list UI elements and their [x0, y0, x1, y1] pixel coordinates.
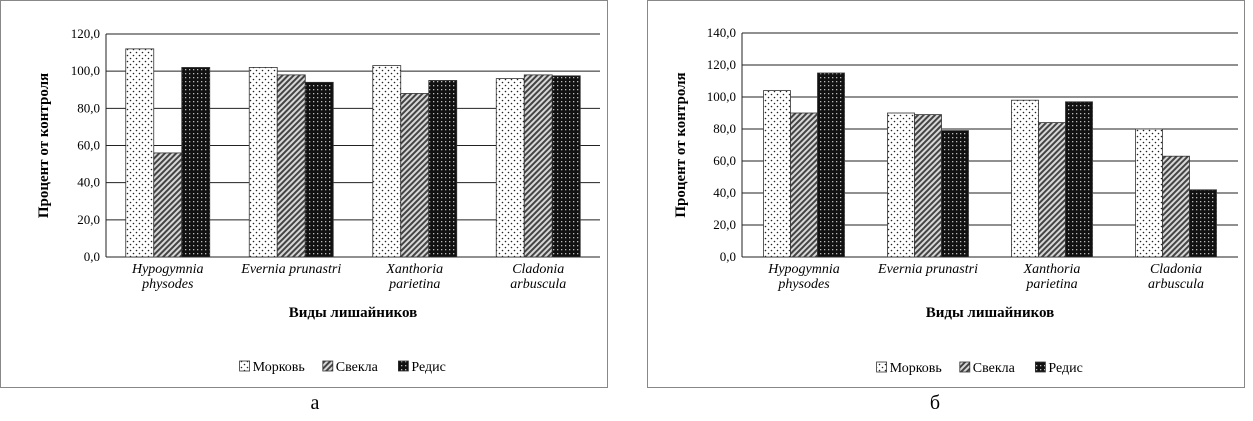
bar-Редис: [551, 75, 581, 258]
bar-Редис: [1189, 189, 1217, 258]
legend-swatch-Морковь: [239, 360, 251, 372]
y-tick-label: 100,0: [71, 63, 100, 78]
bar-Морковь: [763, 90, 791, 258]
y-tick-label: 60,0: [713, 153, 736, 168]
x-tick-label: arbuscula: [510, 277, 566, 292]
x-tick-label: Evernia prunastri: [877, 262, 978, 277]
bar-Свекла: [914, 114, 942, 258]
chart-panel-b: 0,0 20,0 40,0 60,0 80,0 100,0 120,0 140,0 Hypogy…: [647, 0, 1245, 393]
x-axis-label: Виды лишайников: [926, 305, 1055, 321]
x-axis-label: Виды лишайников: [289, 305, 418, 321]
y-axis-label: Процент от контроля: [36, 73, 52, 218]
x-tick-label: physodes: [141, 277, 194, 292]
legend-label: Редис: [411, 360, 445, 375]
bar-chart-b: 0,0 20,0 40,0 60,0 80,0 100,0 120,0 140,0 Hypogy…: [647, 0, 1245, 388]
legend-label: Свекла: [973, 361, 1016, 376]
y-tick-label: 80,0: [77, 100, 100, 115]
y-tick-label: 40,0: [713, 185, 736, 200]
y-tick-label: 120,0: [707, 57, 736, 72]
bar-Морковь: [125, 48, 155, 258]
panel-label-b: б: [929, 392, 941, 414]
legend-swatch-Свекла: [322, 360, 334, 372]
legend-label: Свекла: [336, 360, 379, 375]
x-tick-label: Xanthoria: [385, 262, 443, 277]
x-tick-label: Xanthoria: [1023, 262, 1081, 277]
bar-Свекла: [523, 74, 553, 258]
bar-Свекла: [400, 93, 430, 258]
x-tick-label: parietina: [1025, 277, 1077, 292]
y-tick-label: 140,0: [707, 25, 736, 40]
x-tick-label: Evernia prunastri: [240, 262, 341, 277]
bar-Свекла: [276, 74, 306, 258]
chart-frame: [0, 0, 608, 388]
x-tick-label: parietina: [388, 277, 440, 292]
y-tick-label: 20,0: [77, 212, 100, 227]
bar-Редис: [941, 130, 969, 258]
y-tick-label: 100,0: [707, 89, 736, 104]
legend-swatch-Свекла: [959, 361, 971, 373]
x-tick-label: Cladonia: [1150, 262, 1202, 277]
chart-panel-a: 0,0 20,0 40,0 60,0 80,0 100,0 120,0 Hypogymnia p…: [0, 0, 608, 393]
chart-frame: [647, 0, 1245, 388]
y-tick-label: 40,0: [77, 175, 100, 190]
bar-Свекла: [1162, 155, 1190, 258]
bar-Редис: [428, 80, 458, 258]
bar-Редис: [817, 72, 845, 258]
x-tick-label: physodes: [777, 277, 830, 292]
y-tick-label: 120,0: [71, 26, 100, 41]
bar-Морковь: [887, 112, 915, 258]
bar-Морковь: [495, 78, 525, 258]
legend-label: Морковь: [253, 360, 305, 375]
bar-Морковь: [372, 65, 402, 258]
bar-Свекла: [153, 152, 183, 258]
bar-Морковь: [1135, 128, 1163, 258]
bar-Свекла: [790, 112, 818, 258]
y-tick-label: 80,0: [713, 121, 736, 136]
legend-label: Редис: [1048, 361, 1082, 376]
x-tick-label: arbuscula: [1148, 277, 1204, 292]
x-tick-label: Hypogymnia: [131, 262, 204, 277]
bar-Свекла: [1038, 122, 1066, 258]
x-tick-label: Hypogymnia: [767, 262, 840, 277]
legend-swatch-Морковь: [876, 361, 888, 373]
y-tick-label: 0,0: [720, 249, 736, 264]
bar-Морковь: [248, 67, 278, 258]
y-tick-label: 0,0: [84, 249, 100, 264]
x-tick-label: Cladonia: [512, 262, 564, 277]
y-axis-label: Процент от контроля: [673, 72, 689, 217]
bar-Редис: [1065, 101, 1093, 258]
bar-chart-a: 0,020,040,060,080,0100,0120,0Hypogymniap…: [0, 0, 608, 388]
legend-swatch-Редис: [397, 360, 409, 372]
bar-Морковь: [1011, 99, 1039, 258]
y-tick-label: 20,0: [713, 217, 736, 232]
panel-label-a: а: [310, 392, 320, 414]
legend-label: Морковь: [890, 361, 942, 376]
legend-swatch-Редис: [1034, 361, 1046, 373]
bar-Редис: [304, 81, 334, 258]
y-tick-label: 60,0: [77, 138, 100, 153]
bar-Редис: [181, 67, 211, 258]
